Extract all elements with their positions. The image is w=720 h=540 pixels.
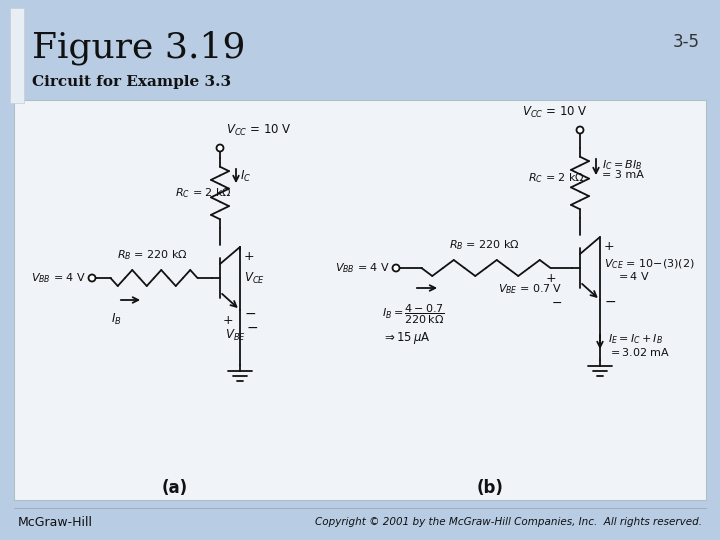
Text: $-$: $-$: [551, 296, 562, 309]
Text: (a): (a): [162, 479, 188, 497]
Text: +: +: [545, 272, 556, 285]
Circle shape: [577, 126, 583, 133]
Text: $I_C = BI_B$: $I_C = BI_B$: [602, 158, 642, 172]
Text: Figure 3.19: Figure 3.19: [32, 31, 246, 65]
Text: $V_{BB}$ = 4 V: $V_{BB}$ = 4 V: [31, 271, 86, 285]
Text: $I_B$: $I_B$: [111, 312, 121, 327]
Text: +: +: [223, 314, 233, 327]
Text: $\Rightarrow 15\,\mu\mathrm{A}$: $\Rightarrow 15\,\mu\mathrm{A}$: [382, 330, 431, 346]
Text: $= 4$ V: $= 4$ V: [616, 271, 649, 282]
Bar: [10, 8, 24, 103]
Text: $-$: $-$: [244, 306, 256, 320]
Text: $V_{BB}$ = 4 V: $V_{BB}$ = 4 V: [335, 261, 390, 275]
Text: $V_{CE}$ = 10$-$(3)(2): $V_{CE}$ = 10$-$(3)(2): [604, 258, 695, 271]
Circle shape: [392, 265, 400, 272]
Text: Circuit for Example 3.3: Circuit for Example 3.3: [32, 75, 231, 89]
Text: $R_B$ = 220 k$\Omega$: $R_B$ = 220 k$\Omega$: [117, 248, 187, 262]
Text: $R_C$ = 2 k$\Omega$: $R_C$ = 2 k$\Omega$: [175, 186, 232, 200]
Text: +: +: [604, 240, 615, 253]
Circle shape: [89, 274, 96, 281]
Text: $V_{CE}$: $V_{CE}$: [244, 271, 265, 286]
Text: $I_C$: $I_C$: [240, 168, 251, 184]
Text: $R_B$ = 220 k$\Omega$: $R_B$ = 220 k$\Omega$: [449, 238, 520, 252]
Text: $R_C$ = 2 k$\Omega$: $R_C$ = 2 k$\Omega$: [528, 171, 585, 185]
Text: $I_E = I_C + I_B$: $I_E = I_C + I_B$: [608, 332, 663, 346]
Text: $V_{CC}$ = 10 V: $V_{CC}$ = 10 V: [226, 123, 292, 138]
Text: $= 3.02$ mA: $= 3.02$ mA: [608, 346, 670, 358]
Bar: [14, 100, 706, 500]
Text: $I_B = \dfrac{4-0.7}{220\,\mathrm{k}\Omega}$: $I_B = \dfrac{4-0.7}{220\,\mathrm{k}\Ome…: [382, 303, 444, 327]
Text: $V_{BE}$ = 0.7 V: $V_{BE}$ = 0.7 V: [498, 282, 562, 296]
Text: 3-5: 3-5: [673, 33, 700, 51]
Text: = 3 mA: = 3 mA: [602, 170, 644, 180]
Circle shape: [217, 145, 223, 152]
Text: McGraw-Hill: McGraw-Hill: [18, 516, 93, 529]
Text: $V_{CC}$ = 10 V: $V_{CC}$ = 10 V: [522, 105, 588, 120]
Text: $V_{BE}$: $V_{BE}$: [225, 328, 246, 343]
Text: $-$: $-$: [604, 294, 616, 308]
Text: Copyright © 2001 by the McGraw-Hill Companies, Inc.  All rights reserved.: Copyright © 2001 by the McGraw-Hill Comp…: [315, 517, 702, 527]
Text: +: +: [244, 250, 255, 263]
Text: (b): (b): [477, 479, 503, 497]
Text: $-$: $-$: [246, 320, 258, 334]
